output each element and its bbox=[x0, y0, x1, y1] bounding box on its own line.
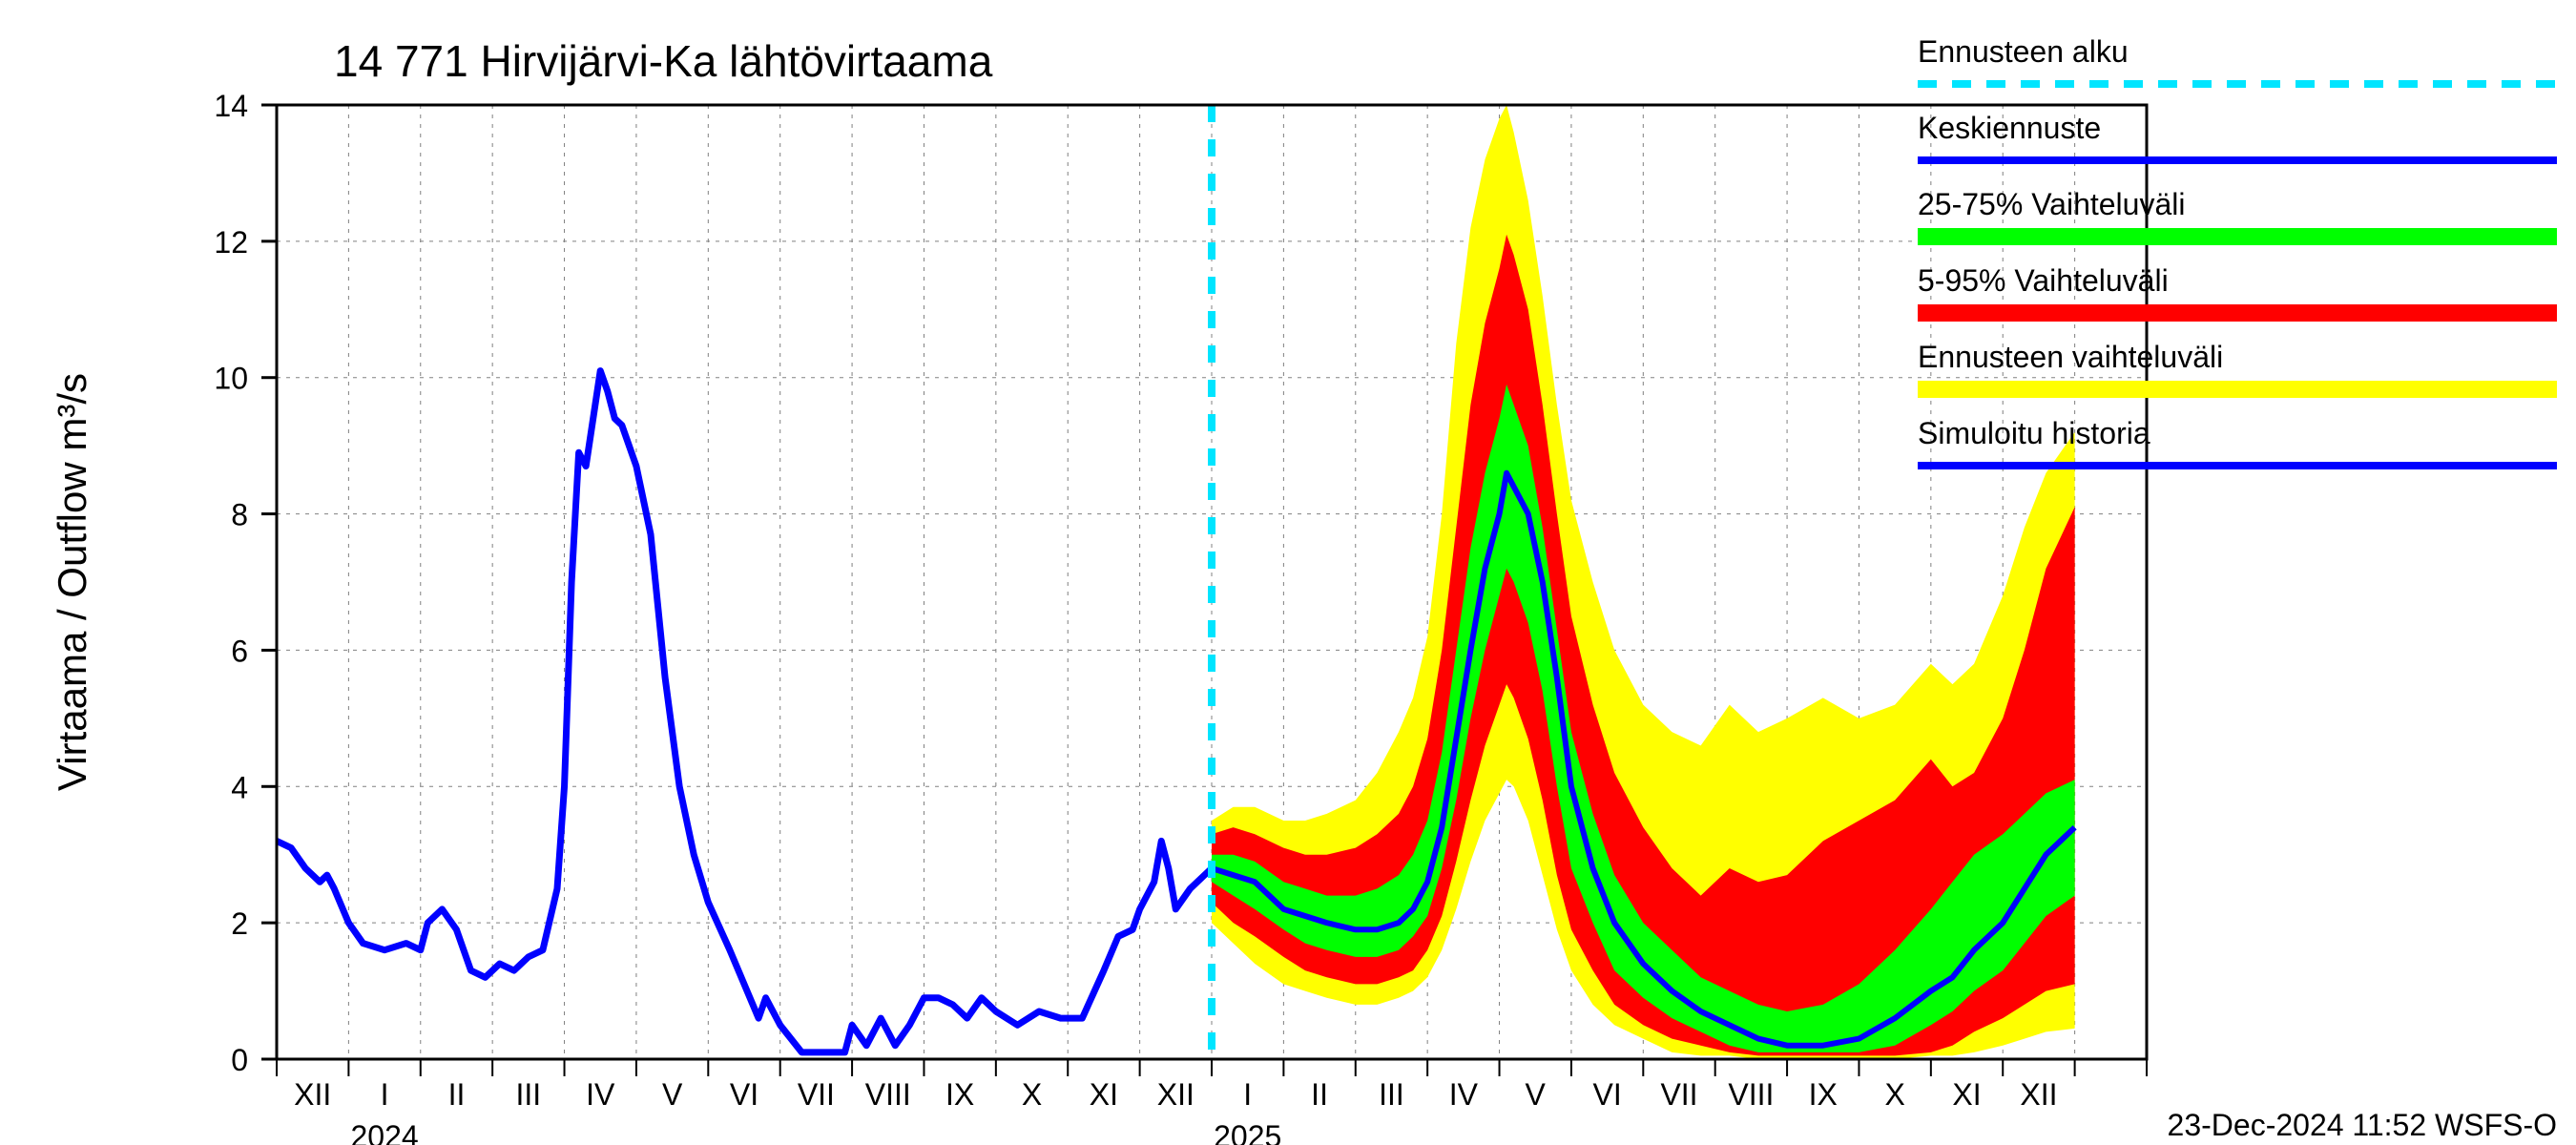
month-label: X bbox=[1884, 1077, 1904, 1112]
month-label: X bbox=[1022, 1077, 1042, 1112]
month-label: II bbox=[1311, 1077, 1328, 1112]
month-label: IX bbox=[1809, 1077, 1838, 1112]
legend-label: 25-75% Vaihteluväli bbox=[1918, 187, 2185, 221]
month-label: III bbox=[516, 1077, 542, 1112]
ytick-label: 12 bbox=[214, 225, 248, 260]
chart-container: 02468101214XIIIIIIIIIVVVIVIIVIIIIXXXIXII… bbox=[0, 0, 2576, 1145]
month-label: V bbox=[1526, 1077, 1547, 1112]
year-label: 2025 bbox=[1214, 1119, 1281, 1145]
ytick-label: 14 bbox=[214, 89, 248, 123]
month-label: I bbox=[1243, 1077, 1252, 1112]
legend-label: Simuloitu historia bbox=[1918, 416, 2150, 450]
month-label: XII bbox=[1157, 1077, 1195, 1112]
ytick-label: 2 bbox=[231, 906, 248, 941]
chart-svg: 02468101214XIIIIIIIIIVVVIVIIVIIIIXXXIXII… bbox=[0, 0, 2576, 1145]
month-label: XI bbox=[1090, 1077, 1118, 1112]
year-label: 2024 bbox=[350, 1119, 418, 1145]
y-axis-label: Virtaama / Outflow m³/s bbox=[50, 373, 94, 791]
ytick-label: 4 bbox=[231, 770, 248, 804]
month-label: XI bbox=[1952, 1077, 1981, 1112]
legend-label: Ennusteen vaihteluväli bbox=[1918, 340, 2223, 374]
month-label: IX bbox=[945, 1077, 974, 1112]
month-label: VI bbox=[730, 1077, 758, 1112]
month-label: VI bbox=[1592, 1077, 1621, 1112]
ytick-label: 10 bbox=[214, 362, 248, 396]
ytick-label: 6 bbox=[231, 634, 248, 668]
chart-footer: 23-Dec-2024 11:52 WSFS-O bbox=[2168, 1108, 2557, 1142]
legend-label: 5-95% Vaihteluväli bbox=[1918, 263, 2169, 298]
ytick-label: 0 bbox=[231, 1043, 248, 1077]
chart-title: 14 771 Hirvijärvi-Ka lähtövirtaama bbox=[334, 36, 993, 86]
legend-swatch bbox=[1918, 381, 2557, 398]
legend-label: Keskiennuste bbox=[1918, 111, 2101, 145]
month-label: VII bbox=[1660, 1077, 1697, 1112]
month-label: III bbox=[1379, 1077, 1404, 1112]
ytick-label: 8 bbox=[231, 498, 248, 532]
month-label: XII bbox=[2020, 1077, 2057, 1112]
month-label: I bbox=[381, 1077, 389, 1112]
month-label: IV bbox=[1449, 1077, 1479, 1112]
month-label: IV bbox=[586, 1077, 615, 1112]
legend-swatch bbox=[1918, 304, 2557, 322]
month-label: XII bbox=[294, 1077, 331, 1112]
month-label: II bbox=[448, 1077, 466, 1112]
month-label: VII bbox=[798, 1077, 835, 1112]
month-label: V bbox=[662, 1077, 683, 1112]
month-label: VIII bbox=[865, 1077, 911, 1112]
month-label: VIII bbox=[1728, 1077, 1774, 1112]
legend-label: Ennusteen alku bbox=[1918, 34, 2129, 69]
legend-swatch bbox=[1918, 228, 2557, 245]
